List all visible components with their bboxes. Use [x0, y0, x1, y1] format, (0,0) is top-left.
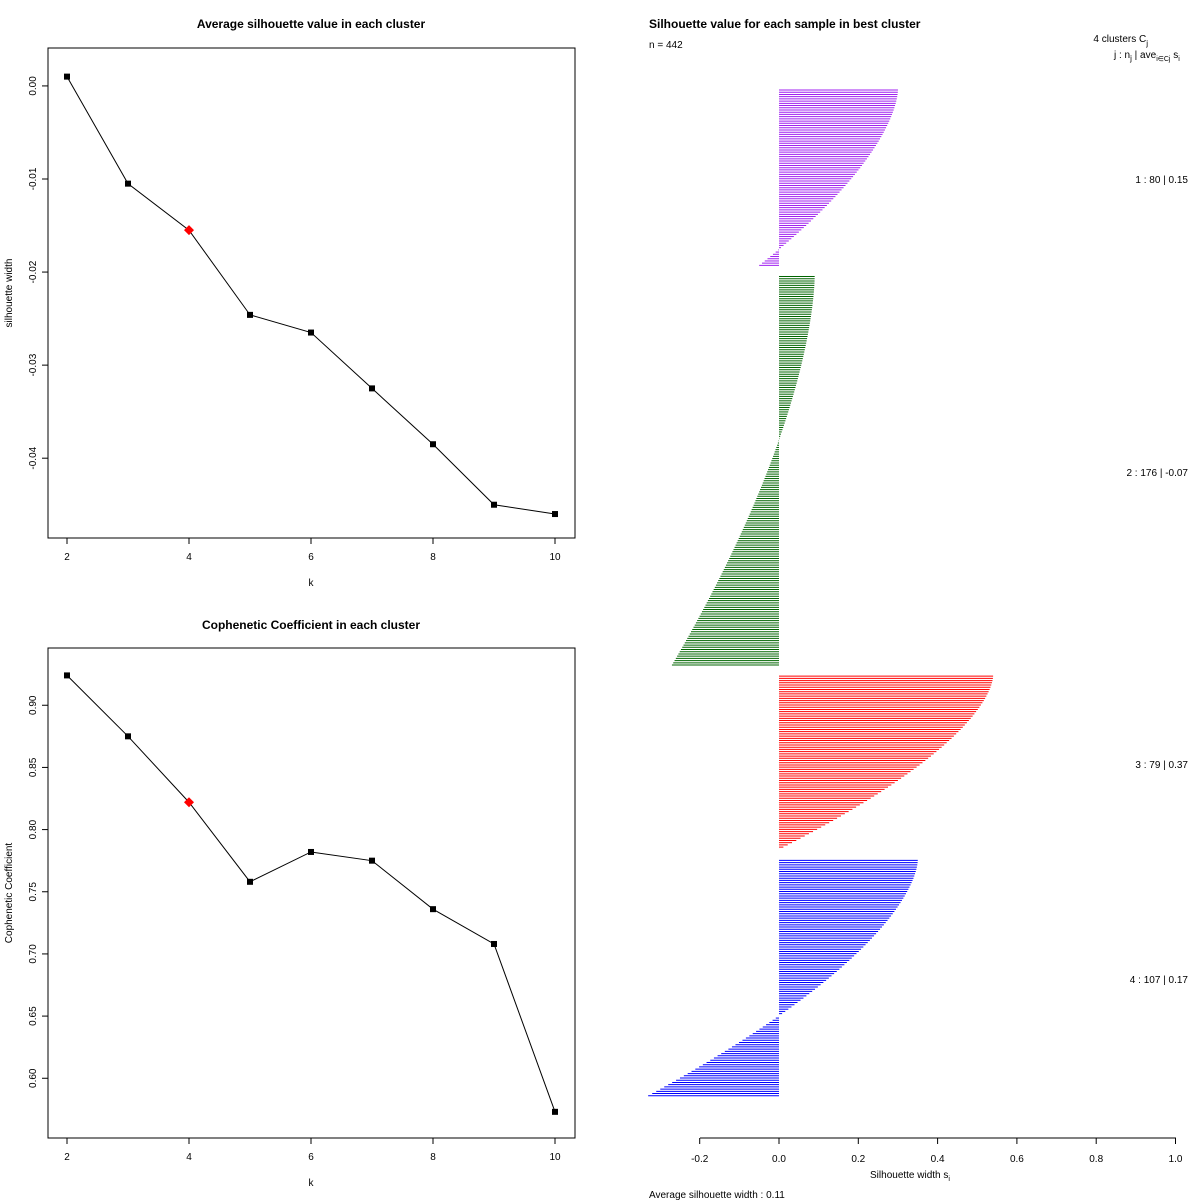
legend-subheader-s: s [1170, 50, 1178, 61]
silhouette-xlabel: Silhouette width si [870, 1170, 950, 1183]
avg-silhouette-title: Average silhouette value in each cluster [197, 17, 426, 31]
silhouette-xtick-label: 0.8 [1089, 1154, 1103, 1165]
avg-silhouette-chart: Average silhouette value in each cluster… [4, 17, 576, 589]
cluster-3-summary-label: 3 : 79 | 0.37 [1135, 760, 1188, 771]
legend-header-sub: j [1145, 39, 1148, 48]
c1-ytick-label: -0.02 [28, 260, 39, 283]
c1-xtick-label: 4 [186, 552, 192, 563]
silhouette-title: Silhouette value for each sample in best… [649, 17, 921, 31]
c2-data-point [64, 672, 70, 679]
c1-best-point [184, 225, 194, 236]
avg-silhouette-frame [47, 47, 576, 539]
c1-ytick-label: -0.03 [28, 353, 39, 376]
c2-data-point [430, 906, 436, 913]
c2-data-point [125, 733, 131, 740]
c2-ytick-label: 0.75 [28, 882, 39, 902]
c1-data-point [125, 180, 131, 187]
c1-data-point [64, 73, 70, 80]
c1-data-point [308, 329, 314, 336]
c2-xtick-label: 6 [308, 1152, 314, 1163]
c2-data-point [552, 1108, 558, 1115]
avg-silhouette-xlabel: k [309, 578, 315, 589]
silhouette-n-label: n = 442 [649, 40, 683, 51]
c2-xtick-label: 2 [64, 1152, 70, 1163]
c1-data-point [430, 441, 436, 448]
avg-silhouette-series-line [66, 76, 556, 515]
c1-data-point [247, 311, 253, 318]
silhouette-xlabel-sub: i [948, 1176, 950, 1183]
c1-xtick-label: 10 [549, 552, 561, 563]
legend-header-text: 4 clusters C [1093, 34, 1146, 45]
cluster-4-summary-label: 4 : 107 | 0.17 [1130, 975, 1189, 986]
c2-xtick-label: 10 [549, 1152, 561, 1163]
legend-subheader-sub: i∈Cj [1156, 56, 1171, 63]
c2-xtick-label: 4 [186, 1152, 192, 1163]
c2-ytick-label: 0.85 [28, 757, 39, 777]
c2-data-point [247, 878, 253, 885]
legend-subheader-a: j : n [1113, 50, 1130, 61]
cophenetic-series-line [66, 675, 556, 1113]
c1-xtick-label: 2 [64, 552, 70, 563]
c2-ytick-label: 0.90 [28, 695, 39, 715]
cluster-2-summary-label: 2 : 176 | -0.07 [1126, 468, 1188, 479]
c2-ytick-label: 0.80 [28, 819, 39, 839]
cophenetic-frame [47, 647, 576, 1139]
legend-subheader-j: j [1129, 54, 1132, 63]
avg-silhouette-ylabel: silhouette width [4, 259, 15, 328]
c1-xtick-label: 8 [430, 552, 436, 563]
cophenetic-ylabel: Cophenetic Coefficient [4, 843, 15, 944]
silhouette-plot: Silhouette value for each sample in best… [648, 17, 1188, 1200]
cophenetic-chart: Cophenetic Coefficient in each cluster 2… [4, 618, 576, 1189]
c1-ytick-label: -0.04 [28, 446, 39, 469]
legend-header: 4 clusters Cj [1093, 34, 1148, 48]
silhouette-xtick-label: -0.2 [691, 1154, 709, 1165]
c1-data-point [491, 501, 497, 508]
legend-subheader-ave: | ave [1132, 50, 1157, 61]
legend-subheader-i: i [1178, 56, 1180, 63]
silhouette-xtick-label: 1.0 [1169, 1154, 1183, 1165]
c1-ytick-label: 0.00 [28, 76, 39, 96]
legend-subheader: j : nj | avei∈Cj si [1113, 50, 1180, 63]
c1-data-point [369, 385, 375, 392]
silhouette-xtick-label: 0.0 [772, 1154, 786, 1165]
average-silhouette-width-label: Average silhouette width : 0.11 [649, 1190, 785, 1200]
silhouette-xtick-label: 0.6 [1010, 1154, 1024, 1165]
c2-data-point [491, 940, 497, 947]
c2-ytick-label: 0.65 [28, 1006, 39, 1026]
silhouette-xtick-label: 0.2 [851, 1154, 865, 1165]
cluster-1-summary-label: 1 : 80 | 0.15 [1135, 175, 1188, 186]
c2-best-point [184, 797, 194, 808]
c1-data-point [552, 511, 558, 518]
cophenetic-xlabel: k [309, 1178, 315, 1189]
c2-xtick-label: 8 [430, 1152, 436, 1163]
silhouette-xlabel-main: Silhouette width s [870, 1170, 948, 1181]
c2-data-point [369, 857, 375, 864]
c1-xtick-label: 6 [308, 552, 314, 563]
c2-ytick-label: 0.60 [28, 1068, 39, 1088]
c2-data-point [308, 848, 314, 855]
silhouette-xtick-label: 0.4 [931, 1154, 945, 1165]
c1-ytick-label: -0.01 [28, 167, 39, 190]
c2-ytick-label: 0.70 [28, 944, 39, 964]
cophenetic-title: Cophenetic Coefficient in each cluster [202, 618, 420, 632]
